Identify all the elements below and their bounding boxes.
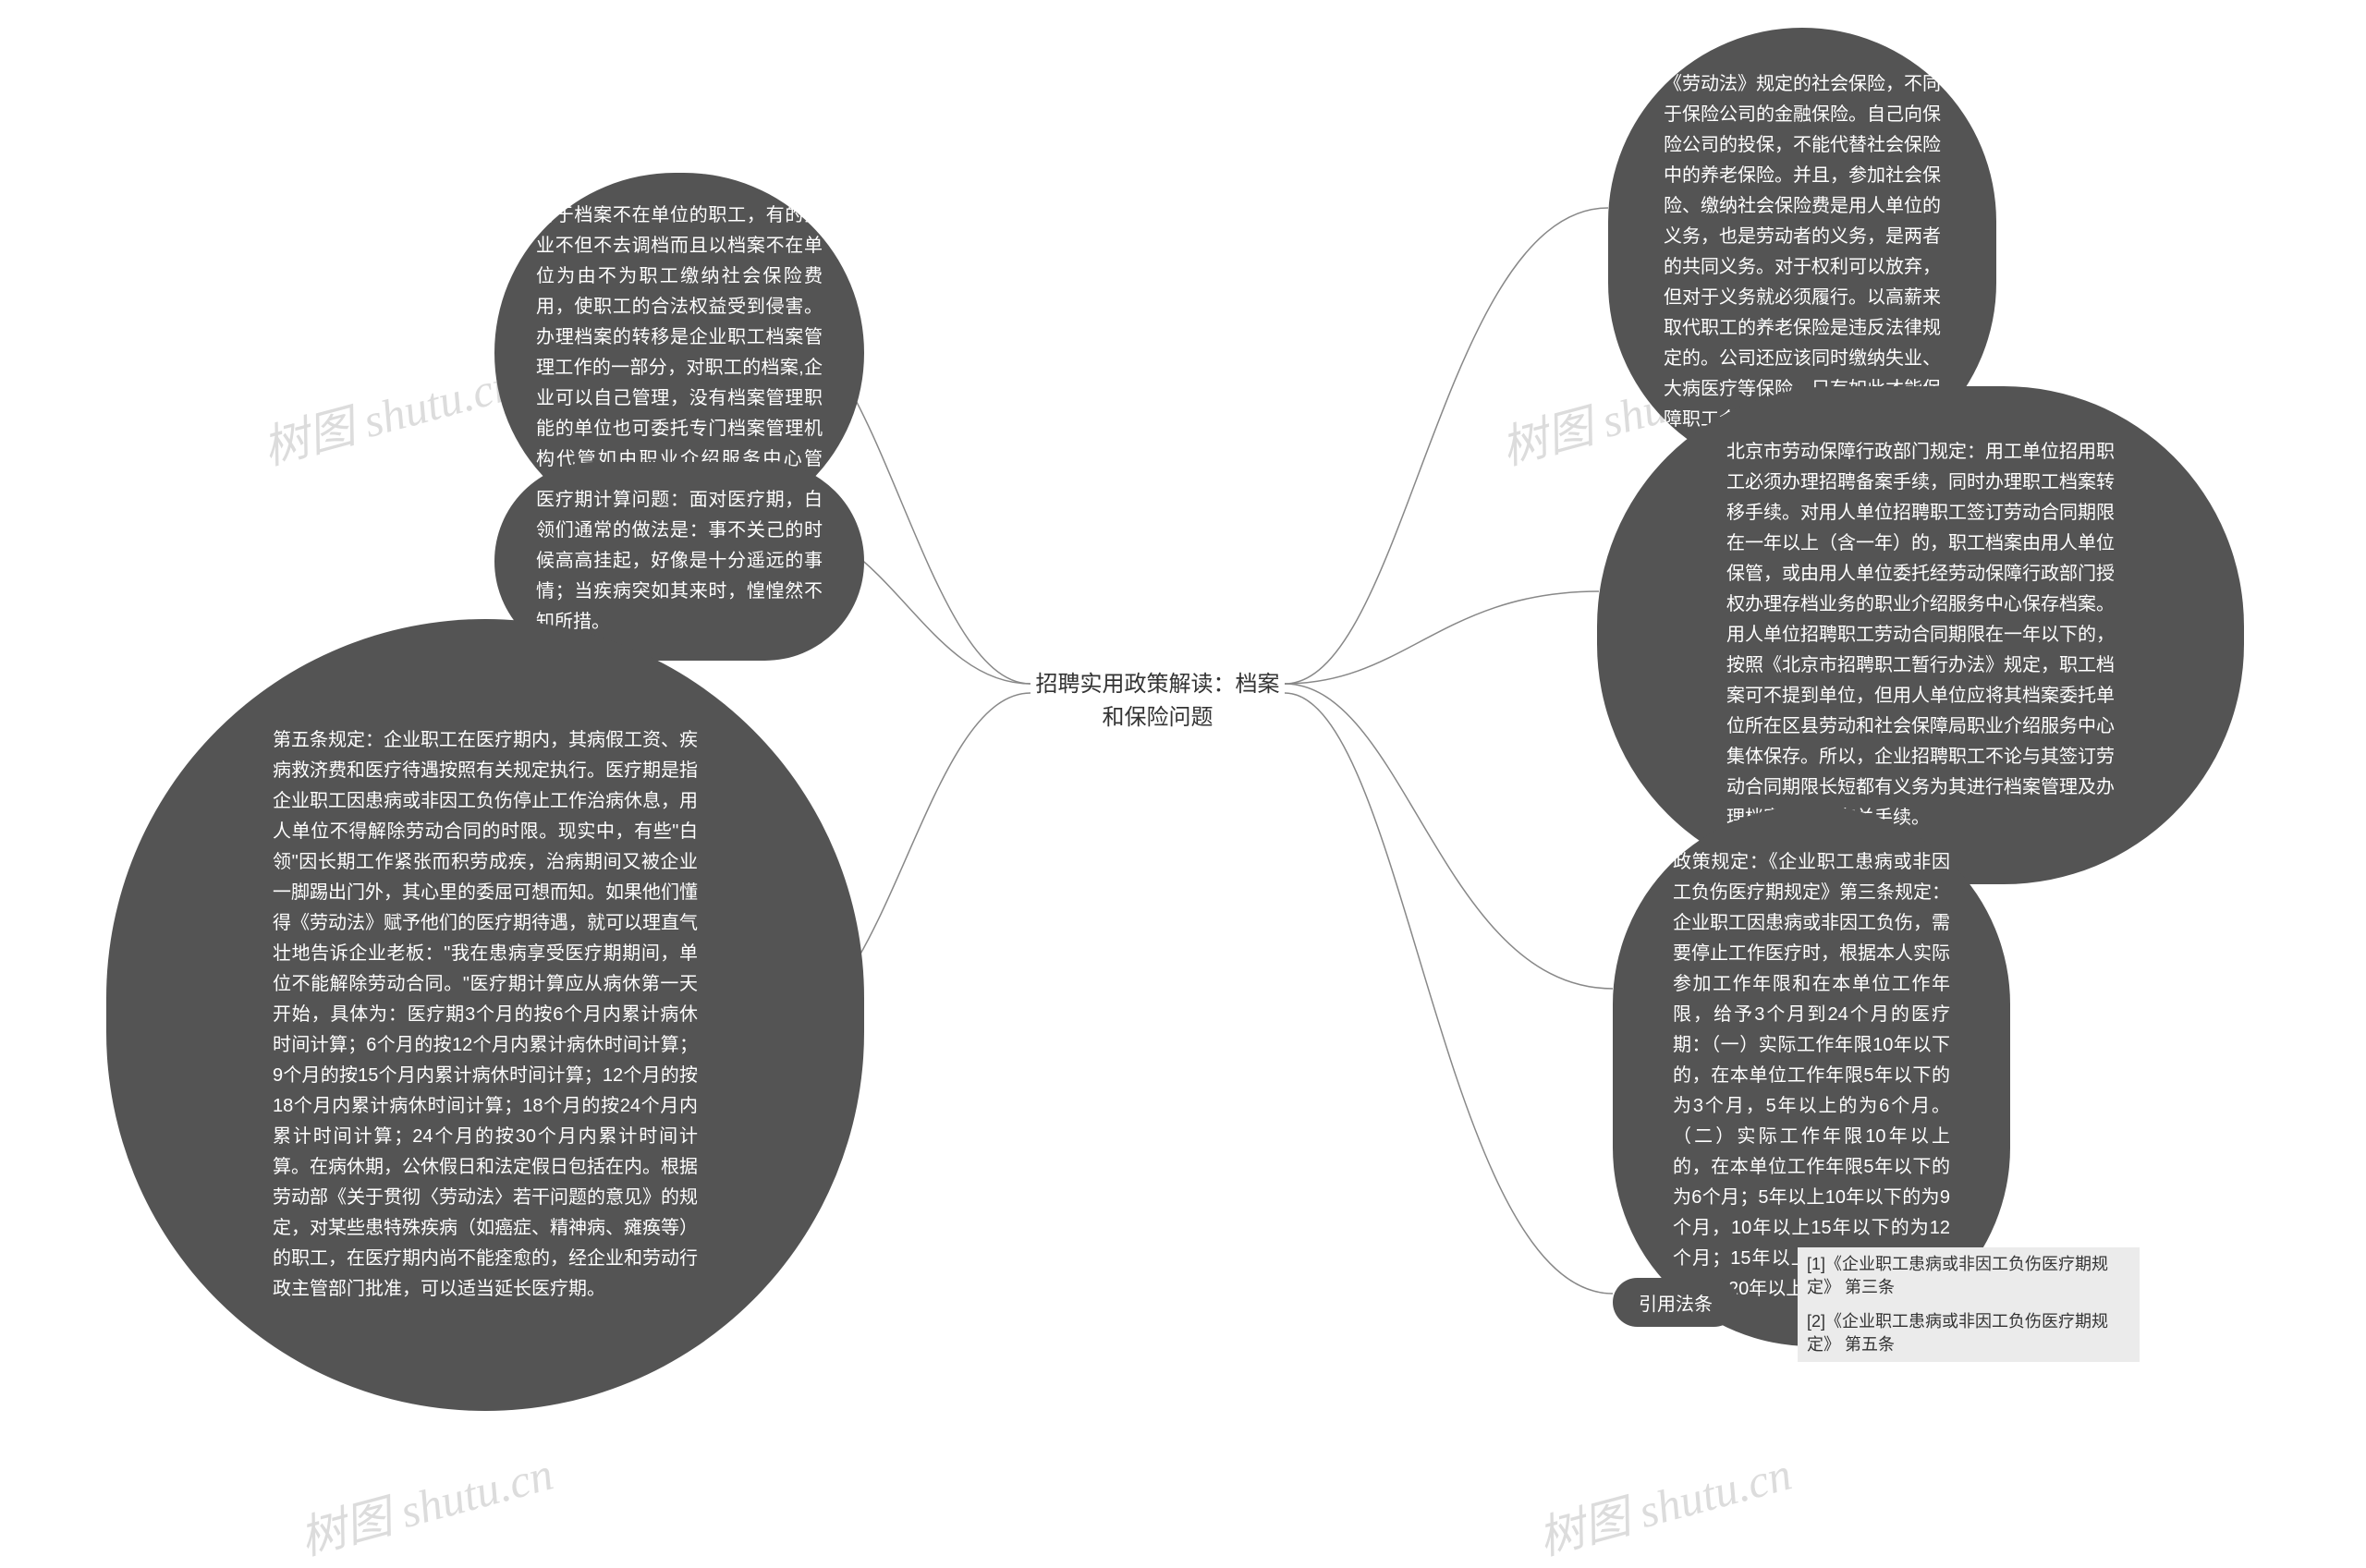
watermark: 树图 shutu.cn <box>1530 1437 1798 1568</box>
citation-label: 引用法条 <box>1613 1278 1738 1327</box>
citation-leaf-2: [2]《企业职工患病或非因工负伤医疗期规定》 第五条 <box>1798 1305 2140 1362</box>
watermark: 树图 shutu.cn <box>291 1437 559 1568</box>
center-node: 招聘实用政策解读：档案 和保险问题 <box>1031 668 1285 735</box>
citation-leaf-1: [1]《企业职工患病或非因工负伤医疗期规定》 第三条 <box>1798 1247 2140 1305</box>
node-left-bottom: 第五条规定：企业职工在医疗期内，其病假工资、疾病救济费和医疗待遇按照有关规定执行… <box>106 619 864 1411</box>
node-right-middle: 北京市劳动保障行政部门规定：用工单位招用职工必须办理招聘备案手续，同时办理职工档… <box>1597 386 2244 884</box>
center-line2: 和保险问题 <box>1103 705 1213 730</box>
watermark: 树图 shutu.cn <box>254 346 522 478</box>
center-line1: 招聘实用政策解读：档案 <box>1036 672 1280 697</box>
